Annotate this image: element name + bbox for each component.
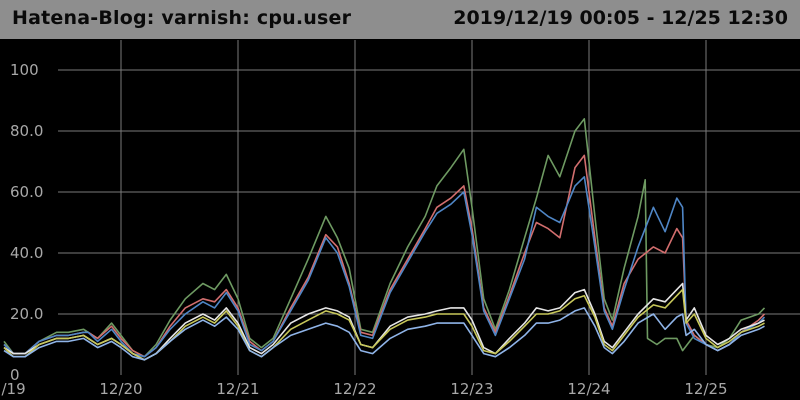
series-line-4 <box>3 282 765 361</box>
x-tick-label: 12/20 <box>99 380 142 398</box>
y-tick-label: 0 <box>10 366 20 384</box>
time-range: 2019/12/19 00:05 - 12/25 12:30 <box>453 7 788 29</box>
header-bar: Hatena-Blog: varnish: cpu.user 2019/12/1… <box>0 0 800 39</box>
y-tick-label: 20.0 <box>10 305 43 323</box>
x-tick-label: 12/21 <box>216 380 259 398</box>
series-line-3 <box>3 176 766 358</box>
series-line-6 <box>3 307 765 361</box>
x-tick-label: 12/22 <box>333 380 376 398</box>
y-tick-label: 40.0 <box>10 244 43 262</box>
x-tick-label: 12/25 <box>684 380 727 398</box>
series-line-2 <box>3 154 766 358</box>
x-tick-label: 12/24 <box>567 380 610 398</box>
y-tick-label: 60.0 <box>10 183 43 201</box>
x-tick-label: 12/23 <box>450 380 493 398</box>
y-tick-label: 100 <box>10 61 39 79</box>
x-tick-label: 12/19 <box>0 380 26 398</box>
series-line-5 <box>3 288 765 361</box>
chart-title: Hatena-Blog: varnish: cpu.user <box>12 7 352 29</box>
series-line-1 <box>3 118 766 358</box>
y-tick-label: 80.0 <box>10 122 43 140</box>
